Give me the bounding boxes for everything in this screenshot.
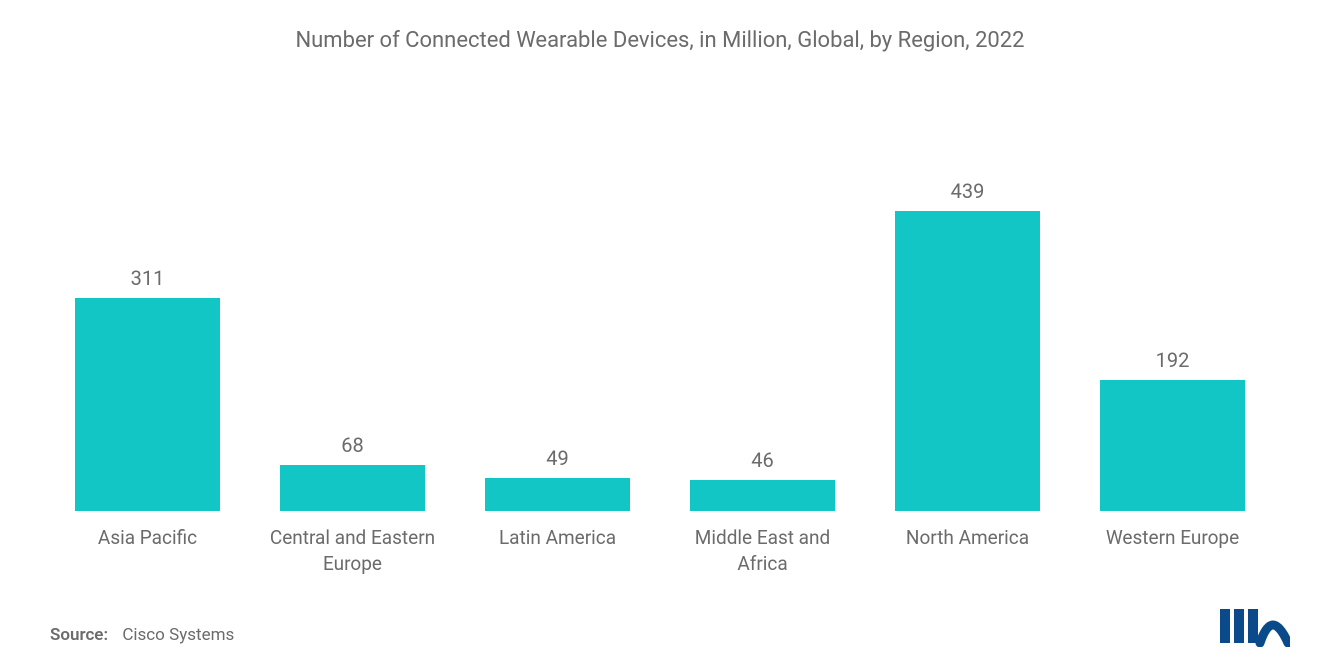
bar — [280, 465, 424, 511]
source-label: Source: — [50, 625, 108, 645]
bar-column-western-europe: 192 Western Europe — [1075, 73, 1270, 577]
chart-area: 311 Asia Pacific 68 Central and Eastern … — [40, 73, 1280, 585]
bar-value: 46 — [751, 448, 773, 472]
bar-value: 68 — [341, 433, 363, 457]
bar — [485, 478, 629, 511]
bar-label: Western Europe — [1102, 525, 1243, 577]
bar-column-middle-east-africa: 46 Middle East and Africa — [665, 73, 860, 577]
bar-label: Latin America — [495, 525, 620, 577]
bar-value: 49 — [546, 446, 568, 470]
bar-value: 192 — [1156, 348, 1190, 372]
bar-value: 311 — [131, 266, 165, 290]
chart-container: Number of Connected Wearable Devices, in… — [0, 0, 1320, 665]
source: Source: Cisco Systems — [50, 625, 234, 645]
bar-column-north-america: 439 North America — [870, 73, 1065, 577]
bar-label: Middle East and Africa — [665, 525, 860, 577]
chart-title: Number of Connected Wearable Devices, in… — [40, 28, 1280, 53]
brand-logo — [1216, 603, 1290, 647]
bar — [75, 298, 219, 511]
bar-label: Central and Eastern Europe — [255, 525, 450, 577]
bar-column-latin-america: 49 Latin America — [460, 73, 655, 577]
bar-column-central-eastern-europe: 68 Central and Eastern Europe — [255, 73, 450, 577]
chart-footer: Source: Cisco Systems — [40, 585, 1280, 645]
bar-column-asia-pacific: 311 Asia Pacific — [50, 73, 245, 577]
bar-value: 439 — [951, 179, 985, 203]
bar — [1100, 380, 1244, 511]
source-value: Cisco Systems — [122, 625, 234, 645]
bar — [895, 211, 1039, 511]
bar-label: North America — [902, 525, 1033, 577]
bar — [690, 480, 834, 511]
bar-label: Asia Pacific — [94, 525, 201, 577]
